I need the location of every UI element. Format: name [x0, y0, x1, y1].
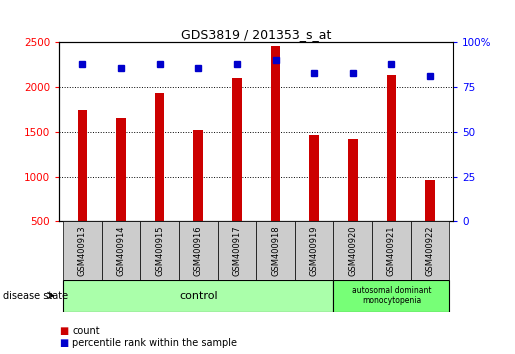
Text: control: control	[179, 291, 217, 301]
FancyBboxPatch shape	[217, 221, 256, 280]
Bar	[425, 180, 435, 221]
Bar	[194, 130, 203, 221]
Text: GSM400917: GSM400917	[232, 225, 242, 276]
FancyBboxPatch shape	[140, 221, 179, 280]
FancyBboxPatch shape	[63, 221, 102, 280]
Bar	[232, 78, 242, 221]
Text: GSM400921: GSM400921	[387, 225, 396, 276]
Text: GSM400914: GSM400914	[116, 225, 126, 276]
Text: percentile rank within the sample: percentile rank within the sample	[72, 338, 237, 348]
Text: ■: ■	[59, 338, 68, 348]
FancyBboxPatch shape	[102, 221, 140, 280]
Bar	[271, 46, 280, 221]
Text: disease state: disease state	[3, 291, 67, 301]
Bar	[348, 139, 357, 221]
Bar	[387, 75, 396, 221]
Title: GDS3819 / 201353_s_at: GDS3819 / 201353_s_at	[181, 28, 331, 41]
FancyBboxPatch shape	[334, 221, 372, 280]
Text: GSM400918: GSM400918	[271, 225, 280, 276]
Text: GSM400922: GSM400922	[425, 225, 435, 276]
Text: count: count	[72, 326, 100, 336]
FancyBboxPatch shape	[295, 221, 334, 280]
Bar	[155, 93, 164, 221]
FancyBboxPatch shape	[372, 221, 410, 280]
Bar	[116, 119, 126, 221]
FancyBboxPatch shape	[63, 280, 334, 312]
Bar	[310, 136, 319, 221]
Text: autosomal dominant
monocytopenia: autosomal dominant monocytopenia	[352, 286, 431, 305]
FancyBboxPatch shape	[410, 221, 449, 280]
Bar	[78, 109, 87, 221]
Text: GSM400915: GSM400915	[155, 225, 164, 276]
Text: GSM400920: GSM400920	[348, 225, 357, 276]
Text: GSM400913: GSM400913	[78, 225, 87, 276]
FancyBboxPatch shape	[334, 280, 449, 312]
Text: GSM400916: GSM400916	[194, 225, 203, 276]
Text: ■: ■	[59, 326, 68, 336]
FancyBboxPatch shape	[256, 221, 295, 280]
FancyBboxPatch shape	[179, 221, 217, 280]
Text: GSM400919: GSM400919	[310, 225, 319, 276]
